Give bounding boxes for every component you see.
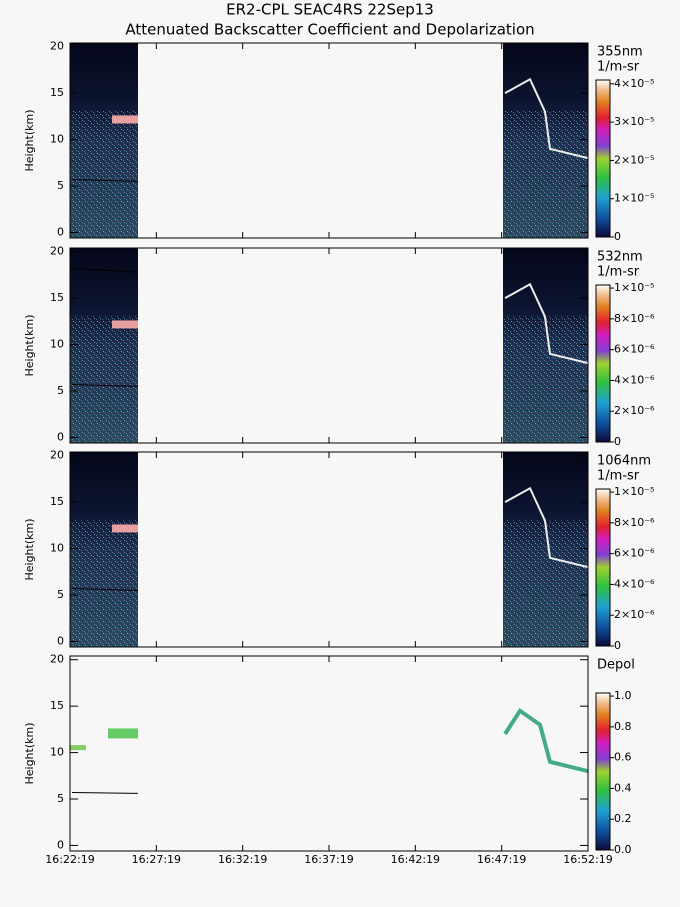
y-tick-label: 5 [57, 384, 64, 397]
cloud [504, 77, 589, 160]
cloud [112, 524, 138, 533]
y-tick-label: 0 [57, 838, 64, 851]
colorbar-tick-label: 0.4 [614, 781, 632, 794]
cloud-layer [71, 179, 139, 182]
colorbar [595, 488, 611, 647]
y-tick-label: 10 [50, 542, 64, 555]
y-axis-label: Height(km) [23, 109, 36, 171]
colorbar-tick-label: 4×10⁻⁶ [614, 577, 655, 590]
curtain-noise [503, 111, 588, 238]
y-axis-label: Height(km) [23, 314, 36, 376]
colorbar-tick-label: 1×10⁻⁵ [614, 281, 654, 294]
y-axis-label: Height(km) [23, 722, 36, 784]
colorbar-tick-label: 2×10⁻⁶ [614, 404, 655, 417]
colorbar-tick-label: 6×10⁻⁶ [614, 343, 655, 356]
y-axis-label: Height(km) [23, 518, 36, 580]
x-tick-label: 16:32:19 [218, 853, 267, 866]
colorbar-tick-label: 8×10⁻⁶ [614, 516, 655, 529]
y-tick-label: 15 [50, 291, 64, 304]
cloud [70, 745, 86, 751]
y-tick-label: 10 [50, 338, 64, 351]
cloud [112, 320, 138, 329]
y-tick-label: 0 [57, 225, 64, 238]
colorbar [595, 79, 611, 238]
colorbar-tick-label: 1×10⁻⁵ [614, 485, 654, 498]
y-tick-label: 5 [57, 179, 64, 192]
colorbar-tick-label: 4×10⁻⁵ [614, 77, 654, 90]
colorbar-tick-label: 8×10⁻⁶ [614, 312, 655, 325]
y-tick-label: 10 [50, 746, 64, 759]
colorbar-tick-label: 0 [614, 639, 621, 652]
colorbar-unit: 1/m-sr [597, 60, 640, 75]
colorbar [595, 692, 611, 851]
cloud-layer [71, 792, 139, 794]
x-tick-label: 16:47:19 [477, 853, 526, 866]
cloud-layer [69, 267, 139, 273]
chart-title: ER2-CPL SEAC4RS 22Sep13 [226, 1, 434, 19]
colorbar-tick-label: 0.8 [614, 720, 632, 733]
x-tick-label: 16:52:19 [563, 853, 612, 866]
colorbar-unit: 1/m-sr [597, 469, 640, 484]
colorbar-tick-label: 1×10⁻⁵ [614, 192, 654, 205]
colorbar [595, 284, 611, 443]
y-tick-label: 10 [50, 133, 64, 146]
plot-area [70, 43, 588, 238]
y-tick-label: 15 [50, 495, 64, 508]
x-tick-label: 16:22:19 [45, 853, 94, 866]
chart-subtitle: Attenuated Backscatter Coefficient and D… [125, 21, 534, 39]
colorbar-tick-label: 0 [614, 435, 621, 448]
colorbar-label: 532nm [597, 250, 643, 265]
curtain-noise [70, 316, 138, 443]
cloud [108, 728, 138, 739]
colorbar-tick-label: 0 [614, 230, 621, 243]
plot-area [70, 452, 588, 647]
colorbar-tick-label: 4×10⁻⁶ [614, 373, 655, 386]
x-tick-label: 16:27:19 [132, 853, 181, 866]
cloud-layer [71, 588, 139, 591]
cloud-layer [71, 384, 139, 387]
colorbar-tick-label: 2×10⁻⁵ [614, 153, 654, 166]
colorbar-tick-label: 6×10⁻⁶ [614, 547, 655, 560]
colorbar-tick-label: 2×10⁻⁶ [614, 608, 655, 621]
y-tick-label: 20 [50, 40, 64, 53]
colorbar-tick-label: 0.6 [614, 751, 632, 764]
y-tick-label: 20 [50, 449, 64, 462]
x-tick-label: 16:37:19 [304, 853, 353, 866]
plot-area [70, 248, 588, 443]
curtain-noise [70, 520, 138, 647]
colorbar-tick-label: 3×10⁻⁵ [614, 115, 654, 128]
colorbar-label: 355nm [597, 45, 643, 60]
y-tick-label: 5 [57, 792, 64, 805]
colorbar-tick-label: 1.0 [614, 689, 632, 702]
plot-area [70, 656, 588, 851]
colorbar-tick-label: 0.0 [614, 843, 632, 856]
cloud [112, 115, 138, 124]
y-tick-label: 0 [57, 634, 64, 647]
x-tick-label: 16:42:19 [391, 853, 440, 866]
y-tick-label: 15 [50, 86, 64, 99]
cloud [503, 707, 589, 774]
cloud [504, 282, 589, 365]
colorbar-label: Depol [597, 658, 635, 673]
y-tick-label: 5 [57, 588, 64, 601]
y-tick-label: 15 [50, 699, 64, 712]
colorbar-label: 1064nm [597, 454, 651, 469]
curtain-noise [503, 316, 588, 443]
colorbar-unit: 1/m-sr [597, 265, 640, 280]
y-tick-label: 0 [57, 430, 64, 443]
y-tick-label: 20 [50, 653, 64, 666]
y-tick-label: 20 [50, 245, 64, 258]
colorbar-tick-label: 0.2 [614, 812, 632, 825]
curtain-noise [70, 111, 138, 238]
curtain-noise [503, 520, 588, 647]
cloud [504, 486, 589, 569]
